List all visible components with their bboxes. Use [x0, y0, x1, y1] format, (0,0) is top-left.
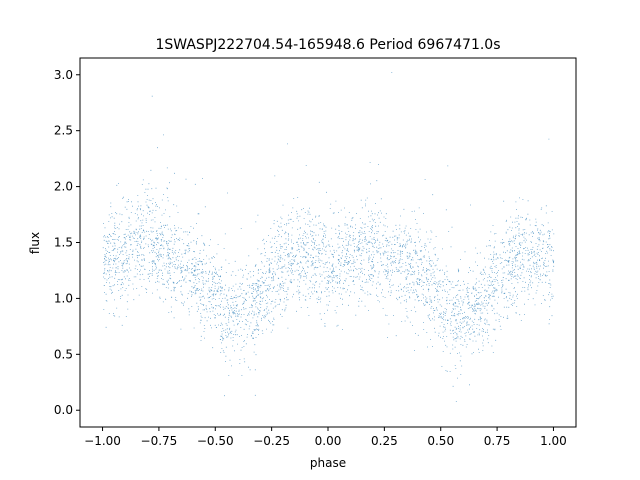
x-tick-label: 0.25	[371, 434, 398, 448]
y-tick-label: 1.0	[54, 291, 73, 305]
x-tick-label: 0.50	[427, 434, 454, 448]
y-axis-label: flux	[28, 232, 42, 254]
x-tick-label: −0.50	[197, 434, 234, 448]
x-axis-ticks: −1.00 −0.75 −0.50 −0.25 0.00 0.25 0.50 0.75 1.00	[84, 427, 567, 448]
y-tick-label: 1.5	[54, 236, 73, 250]
x-tick-label: 1.00	[540, 434, 567, 448]
x-tick-label: −1.00	[84, 434, 121, 448]
x-axis-label: phase	[310, 456, 346, 470]
y-axis-ticks: 0.0 0.5 1.0 1.5 2.0 2.5 3.0	[54, 68, 80, 417]
chart-title: 1SWASPJ222704.54-165948.6 Period 6967471…	[155, 37, 500, 53]
y-tick-label: 0.5	[54, 347, 73, 361]
y-tick-label: 2.5	[54, 124, 73, 138]
x-tick-label: 0.00	[315, 434, 342, 448]
y-tick-label: 3.0	[54, 68, 73, 82]
x-tick-label: −0.25	[253, 434, 290, 448]
x-tick-label: −0.75	[141, 434, 178, 448]
y-tick-label: 2.0	[54, 180, 73, 194]
x-tick-label: 0.75	[484, 434, 511, 448]
y-tick-label: 0.0	[54, 403, 73, 417]
